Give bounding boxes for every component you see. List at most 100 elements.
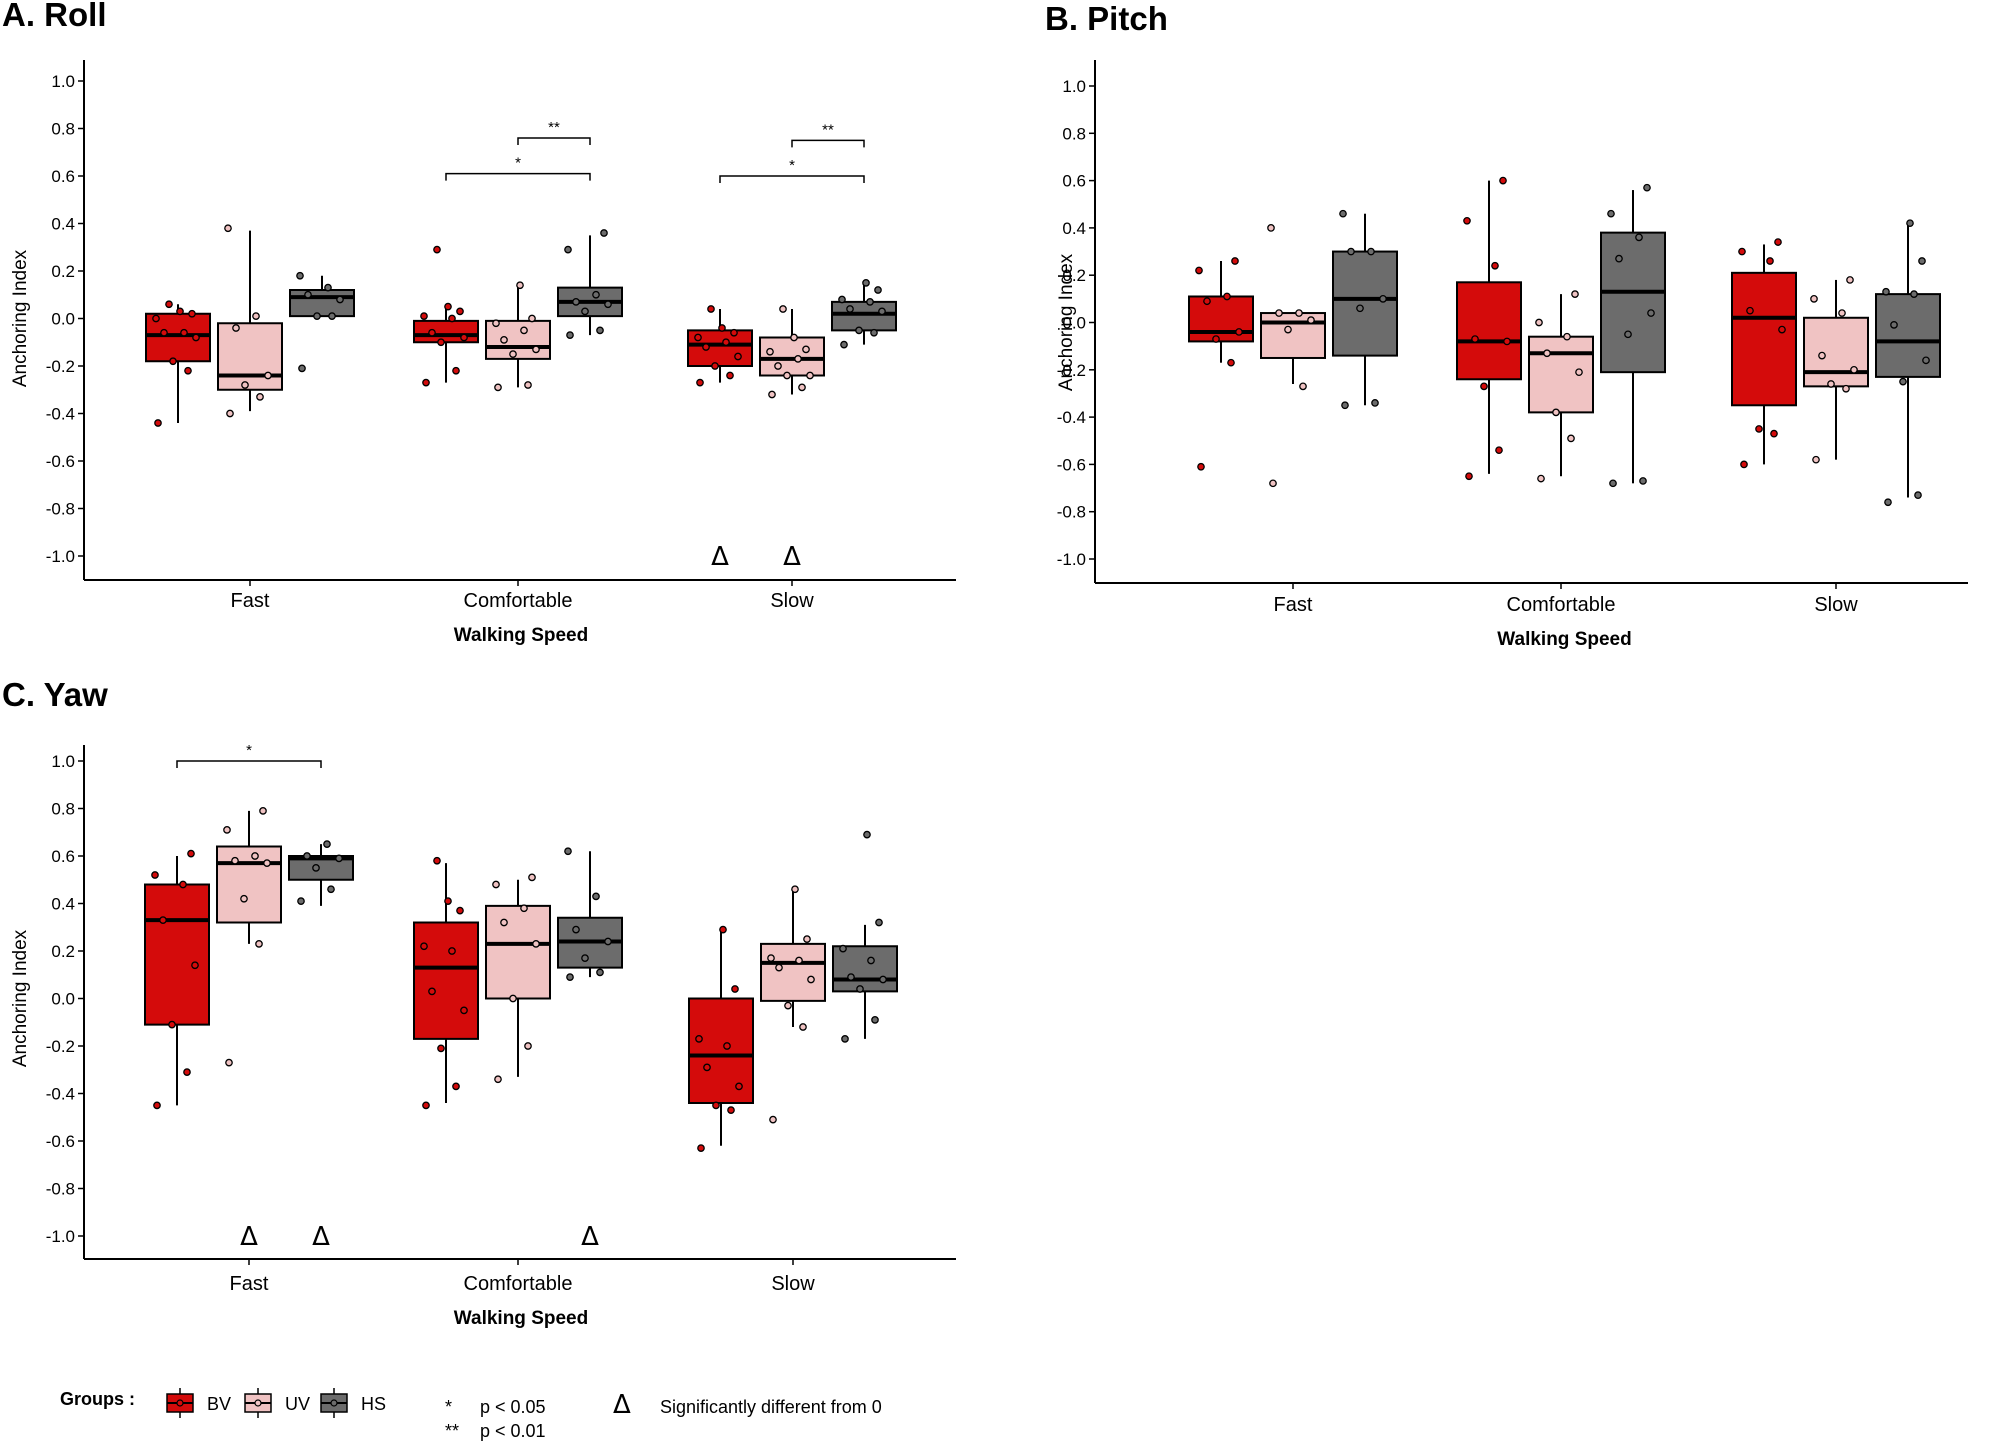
data-point [795,956,803,965]
significance-bracket: * [445,155,591,181]
legend-note: * p < 0.05 [445,1397,546,1417]
data-point [179,880,187,889]
data-point [231,856,239,865]
data-point [313,312,321,320]
box-iqr [413,319,479,344]
significance-bracket: ** [517,119,591,145]
box-iqr [413,921,479,1040]
data-point [1647,309,1655,317]
data-point [1267,224,1275,232]
bracket-line [445,172,591,181]
box-iqr [1600,231,1666,374]
delta-marker: Δ [312,1222,330,1252]
y-tick-label: -0.8 [1057,503,1086,522]
box-iqr [1731,271,1797,407]
data-point [304,290,312,299]
data-point [1899,377,1907,386]
data-point [766,347,774,356]
data-point [604,937,612,946]
y-tick-label: 0.8 [1062,124,1086,143]
data-point [509,994,517,1003]
data-point [165,300,173,309]
data-point [783,371,791,380]
data-point [153,1101,161,1110]
data-point [1906,219,1914,228]
data-point [1307,316,1315,324]
box-uv-fast [217,224,283,418]
data-point [878,307,886,316]
data-point [1499,176,1507,185]
data-point [1890,321,1898,329]
data-point [524,381,532,389]
data-point [428,987,436,996]
data-point [241,381,249,389]
data-point [183,1068,191,1076]
legend-label-bv: BV [207,1394,231,1414]
data-point [722,338,730,347]
data-point [862,279,870,287]
data-point [154,419,162,427]
data-point [151,871,159,879]
significance-label: * [789,157,795,174]
data-point [460,1006,468,1015]
data-point [799,1023,807,1031]
data-point [224,224,232,233]
data-point [803,935,811,943]
y-tick-label: 0.0 [51,990,75,1009]
box-iqr [485,904,551,1000]
y-tick-label: -0.8 [46,500,75,519]
data-point [779,305,787,313]
data-point [596,326,604,335]
data-point [847,973,855,981]
data-point [1371,399,1379,407]
panel-title: A. Roll [2,0,107,33]
data-point [312,864,320,872]
box-uv-comfortable [485,281,551,392]
y-tick-label: -0.2 [1057,361,1086,380]
data-point [524,1042,532,1050]
y-tick-label: 1.0 [1062,77,1086,96]
box-bv-comfortable [413,856,479,1110]
data-point [1347,247,1355,256]
y-tick-label: 1.0 [51,72,75,91]
data-point [240,894,248,903]
panel-c-yaw: C. Yaw 1.0 0.8 0.6 0.4 0.2 0.0 -0.2 -0.4 -0.6 -0.8… [2,676,956,1329]
data-point [697,1144,705,1152]
data-point [444,897,452,905]
data-point [572,298,580,306]
data-point [1552,408,1560,417]
data-point [1838,309,1846,317]
data-point [846,305,854,313]
data-point [856,985,864,993]
data-point [870,328,878,337]
data-point [1567,434,1575,443]
data-point [1356,304,1364,313]
data-point [1770,429,1778,438]
box-hs-slow [832,830,898,1043]
data-point [866,298,874,306]
data-point [1643,183,1651,192]
y-tick-label: -1.0 [46,547,75,566]
y-tick-label: -0.4 [46,405,75,424]
data-point [152,314,160,323]
x-tick-label: Slow [770,590,814,612]
data-point [420,942,428,951]
box-iqr [759,336,825,377]
data-point [520,326,528,335]
data-point [1299,382,1307,391]
box-hs-comfortable [557,847,623,981]
data-point [791,885,799,894]
data-point [592,290,600,299]
legend-title: Groups : [60,1389,135,1409]
box-iqr [1803,316,1869,388]
data-point [169,357,177,366]
data-point [1223,292,1231,301]
data-point [1738,247,1746,256]
box-hs-slow [1875,219,1941,507]
data-point [712,1101,720,1110]
data-point [1607,209,1615,218]
data-point [452,1082,460,1091]
data-point [794,355,802,363]
data-point [1339,209,1347,218]
x-tick-label: Slow [1814,594,1858,616]
